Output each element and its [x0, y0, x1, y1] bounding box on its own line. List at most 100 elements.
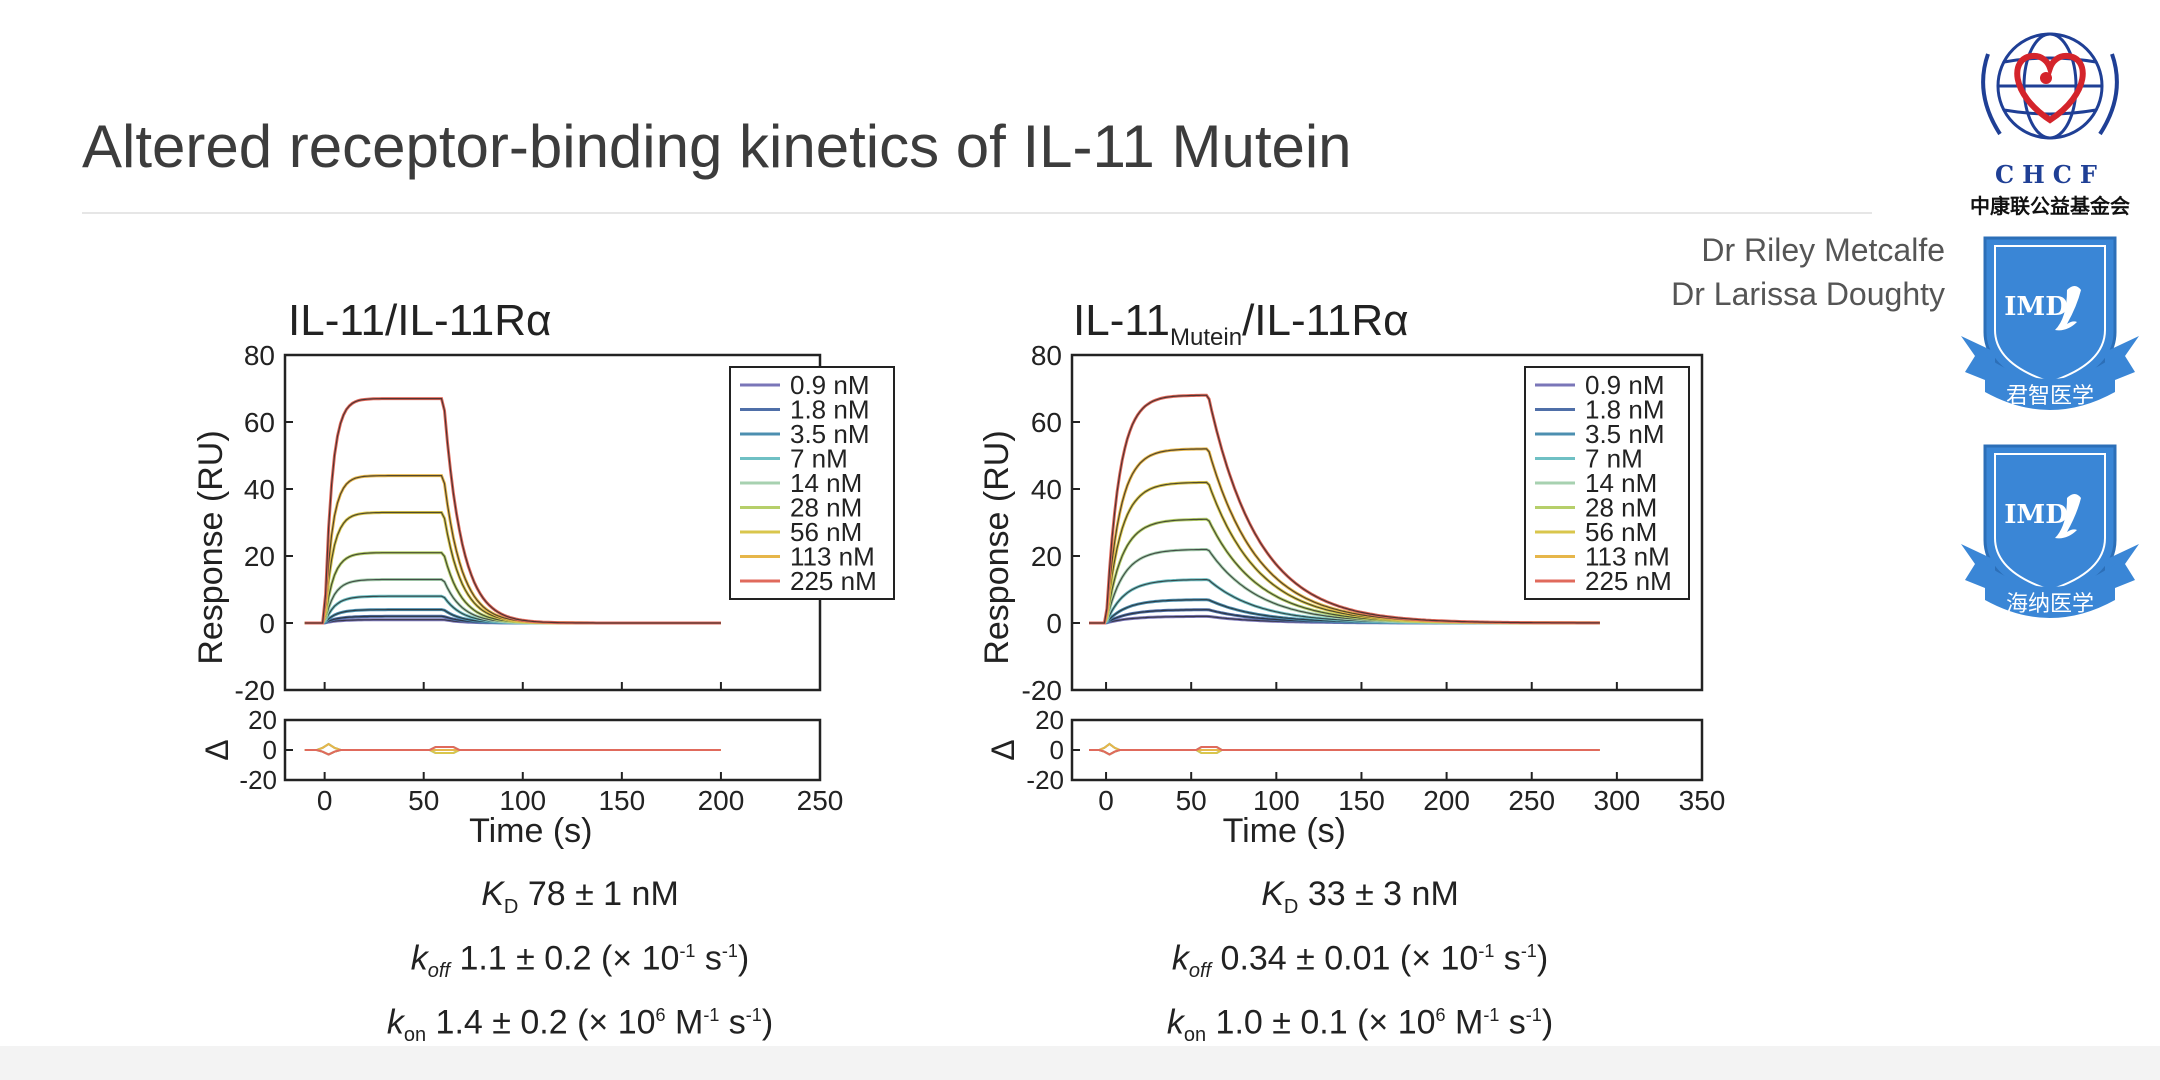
- residual-line: [1089, 742, 1600, 754]
- imd2-name: 海纳医学: [2005, 592, 2094, 617]
- residual-y-tick-label: 0: [1050, 735, 1064, 765]
- fit-line-56-nM: [304, 511, 721, 624]
- heart-icon: [2014, 52, 2086, 124]
- authors: Dr Riley Metcalfe Dr Larissa Doughty: [1671, 228, 1945, 316]
- legend-label: 113 nM: [790, 542, 875, 572]
- x-tick-label: 300: [1594, 785, 1641, 816]
- x-tick-label: 0: [317, 785, 333, 816]
- imd-shield-logo-2: [1961, 444, 2139, 618]
- residual-traces: [1089, 742, 1600, 756]
- y-tick-label: 80: [1031, 340, 1062, 371]
- imd1-mark: IMD: [2004, 292, 2068, 322]
- sensorgram-curves: [1089, 393, 1600, 625]
- residual-y-tick-label: 0: [263, 735, 277, 765]
- kinetics-left: KD 78 ± 1 nM koff 1.1 ± 0.2 (× 10-1 s-1)…: [330, 872, 830, 1057]
- series-line-225-nM: [1089, 393, 1600, 625]
- legend-label: 225 nM: [790, 566, 877, 596]
- kon-right: kon 1.0 ± 0.1 (× 106 M-1 s-1): [1166, 1003, 1554, 1047]
- y-tick-label: 0: [1046, 608, 1062, 639]
- legend-label: 113 nM: [1585, 542, 1670, 572]
- legend-label: 28 nM: [790, 493, 862, 523]
- x-tick-label: 100: [1253, 785, 1300, 816]
- kon-left: kon 1.4 ± 0.2 (× 106 M-1 s-1): [386, 1003, 774, 1047]
- kd-left: KD 78 ± 1 nM: [481, 875, 679, 918]
- legend-label: 1.8 nM: [1585, 395, 1665, 425]
- chcf-letters: CHCF: [1995, 160, 2105, 189]
- residual-axis-label: Δ: [199, 739, 235, 760]
- y-tick-label: 60: [244, 407, 275, 438]
- x-axis-label: Time (s): [1223, 812, 1346, 850]
- legend-label: 0.9 nM: [790, 370, 870, 400]
- legend-label: 225 nM: [1585, 566, 1672, 596]
- residual-y-tick-label: -20: [1026, 765, 1064, 795]
- legend-label: 14 nM: [1585, 468, 1657, 498]
- koff-left: koff 1.1 ± 0.2 (× 10-1 s-1): [410, 939, 750, 982]
- y-tick-label: -20: [235, 675, 275, 706]
- bird-icon: [2055, 494, 2081, 539]
- author-2: Dr Larissa Doughty: [1671, 276, 1945, 312]
- x-tick-label: 50: [1176, 785, 1207, 816]
- title-divider: [82, 212, 1872, 214]
- bird-icon: [2055, 286, 2081, 331]
- y-tick-label: 20: [1031, 541, 1062, 572]
- residual-y-tick-label: -20: [239, 765, 277, 795]
- y-tick-label: -20: [1022, 675, 1062, 706]
- legend-label: 56 nM: [1585, 517, 1657, 547]
- residual-y-tick-label: 20: [248, 705, 277, 735]
- legend-label: 3.5 nM: [1585, 419, 1665, 449]
- kinetics-right: KD 33 ± 3 nM koff 0.34 ± 0.01 (× 10-1 s-…: [1110, 872, 1610, 1057]
- x-tick-label: 200: [1423, 785, 1470, 816]
- chcf-globe-logo: [1981, 32, 2119, 140]
- legend-label: 14 nM: [790, 468, 862, 498]
- y-tick-label: 0: [259, 608, 275, 639]
- x-tick-label: 250: [797, 785, 844, 816]
- residual-line: [1089, 746, 1600, 756]
- slide-title: Altered receptor-binding kinetics of IL-…: [82, 113, 1352, 180]
- imd-shield-logo-1: [1961, 236, 2139, 410]
- series-line-113-nM: [1089, 447, 1600, 625]
- fit-line-28-nM: [304, 552, 721, 624]
- fit-line-225-nM: [1089, 394, 1600, 624]
- legend-label: 3.5 nM: [790, 419, 870, 449]
- series-line-28-nM: [304, 551, 721, 625]
- x-tick-label: 250: [1508, 785, 1555, 816]
- x-tick-label: 0: [1098, 785, 1114, 816]
- imd2-mark: IMD: [2004, 500, 2068, 530]
- x-tick-label: 200: [698, 785, 745, 816]
- author-1: Dr Riley Metcalfe: [1701, 232, 1945, 268]
- fit-line-113-nM: [1089, 448, 1600, 624]
- legend-label: 0.9 nM: [1585, 370, 1665, 400]
- sensorgram-curves: [304, 397, 721, 625]
- imd1-name: 君智医学: [2005, 384, 2094, 409]
- x-tick-label: 100: [499, 785, 546, 816]
- x-axis-label: Time (s): [469, 812, 592, 850]
- y-tick-label: 60: [1031, 407, 1062, 438]
- y-tick-label: 80: [244, 340, 275, 371]
- y-axis-label: Response (RU): [978, 430, 1016, 664]
- main-plot-frame: [1070, 353, 1704, 692]
- residual-line: [304, 742, 721, 754]
- fit-line-225-nM: [304, 398, 721, 624]
- y-tick-label: 20: [244, 541, 275, 572]
- kd-right: KD 33 ± 3 nM: [1261, 875, 1459, 918]
- chart-title: IL-11Mutein/IL-11Rα: [1073, 296, 1409, 351]
- legend-label: 7 nM: [790, 444, 848, 474]
- legend-label: 28 nM: [1585, 493, 1657, 523]
- x-tick-label: 150: [598, 785, 645, 816]
- chart-title: IL-11/IL-11Rα: [288, 296, 551, 345]
- x-tick-label: 50: [408, 785, 439, 816]
- series-line-113-nM: [304, 474, 721, 625]
- chcf-name: 中康联公益基金会: [1970, 194, 2130, 218]
- series-line-225-nM: [304, 397, 721, 625]
- series-line-56-nM: [304, 511, 721, 625]
- y-tick-label: 40: [244, 474, 275, 505]
- residual-axis-label: Δ: [985, 739, 1021, 760]
- residual-y-tick-label: 20: [1035, 705, 1064, 735]
- residual-line: [304, 746, 721, 756]
- y-axis-label: Response (RU): [192, 430, 230, 664]
- koff-right: koff 0.34 ± 0.01 (× 10-1 s-1): [1171, 939, 1549, 982]
